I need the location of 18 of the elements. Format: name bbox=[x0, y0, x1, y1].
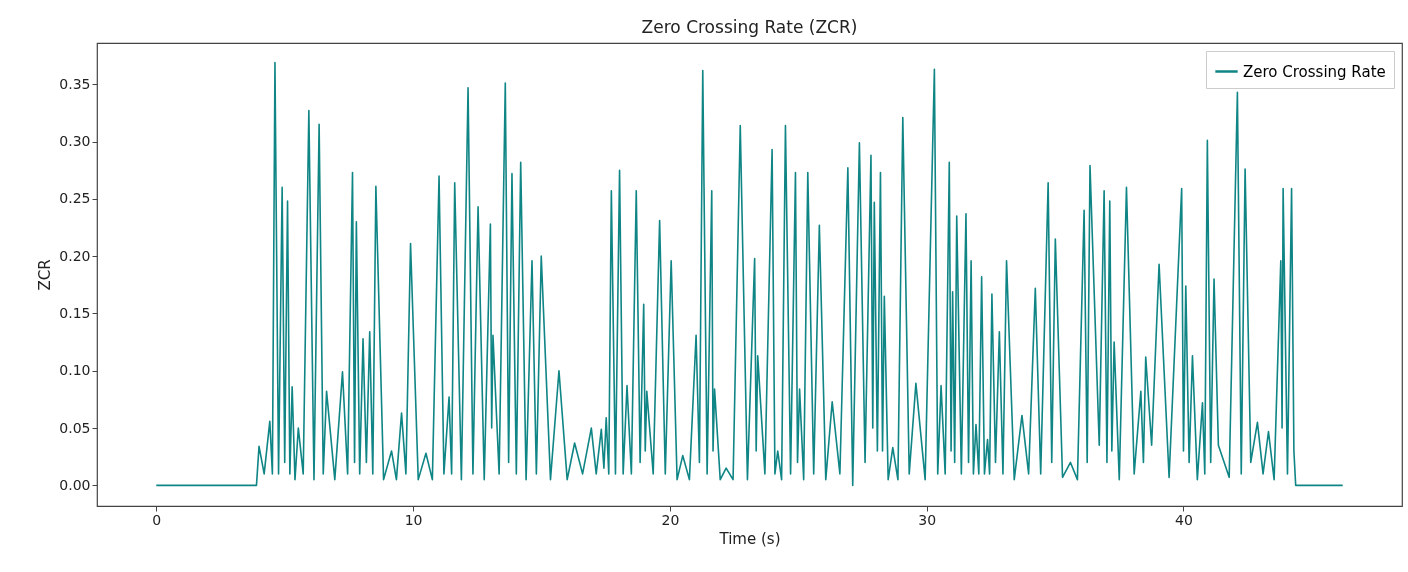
y-tick-label: 0.20 bbox=[59, 247, 91, 264]
line-series bbox=[155, 61, 1344, 487]
y-tick-label: 0.30 bbox=[59, 133, 91, 150]
y-tick-label: 0.15 bbox=[59, 304, 91, 321]
y-tick-label: 0.05 bbox=[59, 419, 91, 436]
y-axis-title: ZCR bbox=[36, 259, 55, 291]
x-tick-label: 40 bbox=[1175, 511, 1193, 528]
x-tick-label: 10 bbox=[404, 511, 423, 528]
y-tick-label: 0.00 bbox=[59, 476, 91, 493]
legend-label: Zero Crossing Rate bbox=[1243, 62, 1386, 81]
x-axis-title: Time (s) bbox=[718, 529, 781, 548]
y-tick-label: 0.10 bbox=[59, 362, 91, 379]
y-tick-label: 0.25 bbox=[59, 190, 91, 207]
x-tick-label: 20 bbox=[661, 511, 680, 528]
chart-title: Zero Crossing Rate (ZCR) bbox=[641, 17, 858, 37]
x-tick-label: 0 bbox=[152, 511, 162, 528]
x-tick-label: 30 bbox=[918, 511, 937, 528]
y-tick-label: 0.35 bbox=[59, 75, 91, 92]
